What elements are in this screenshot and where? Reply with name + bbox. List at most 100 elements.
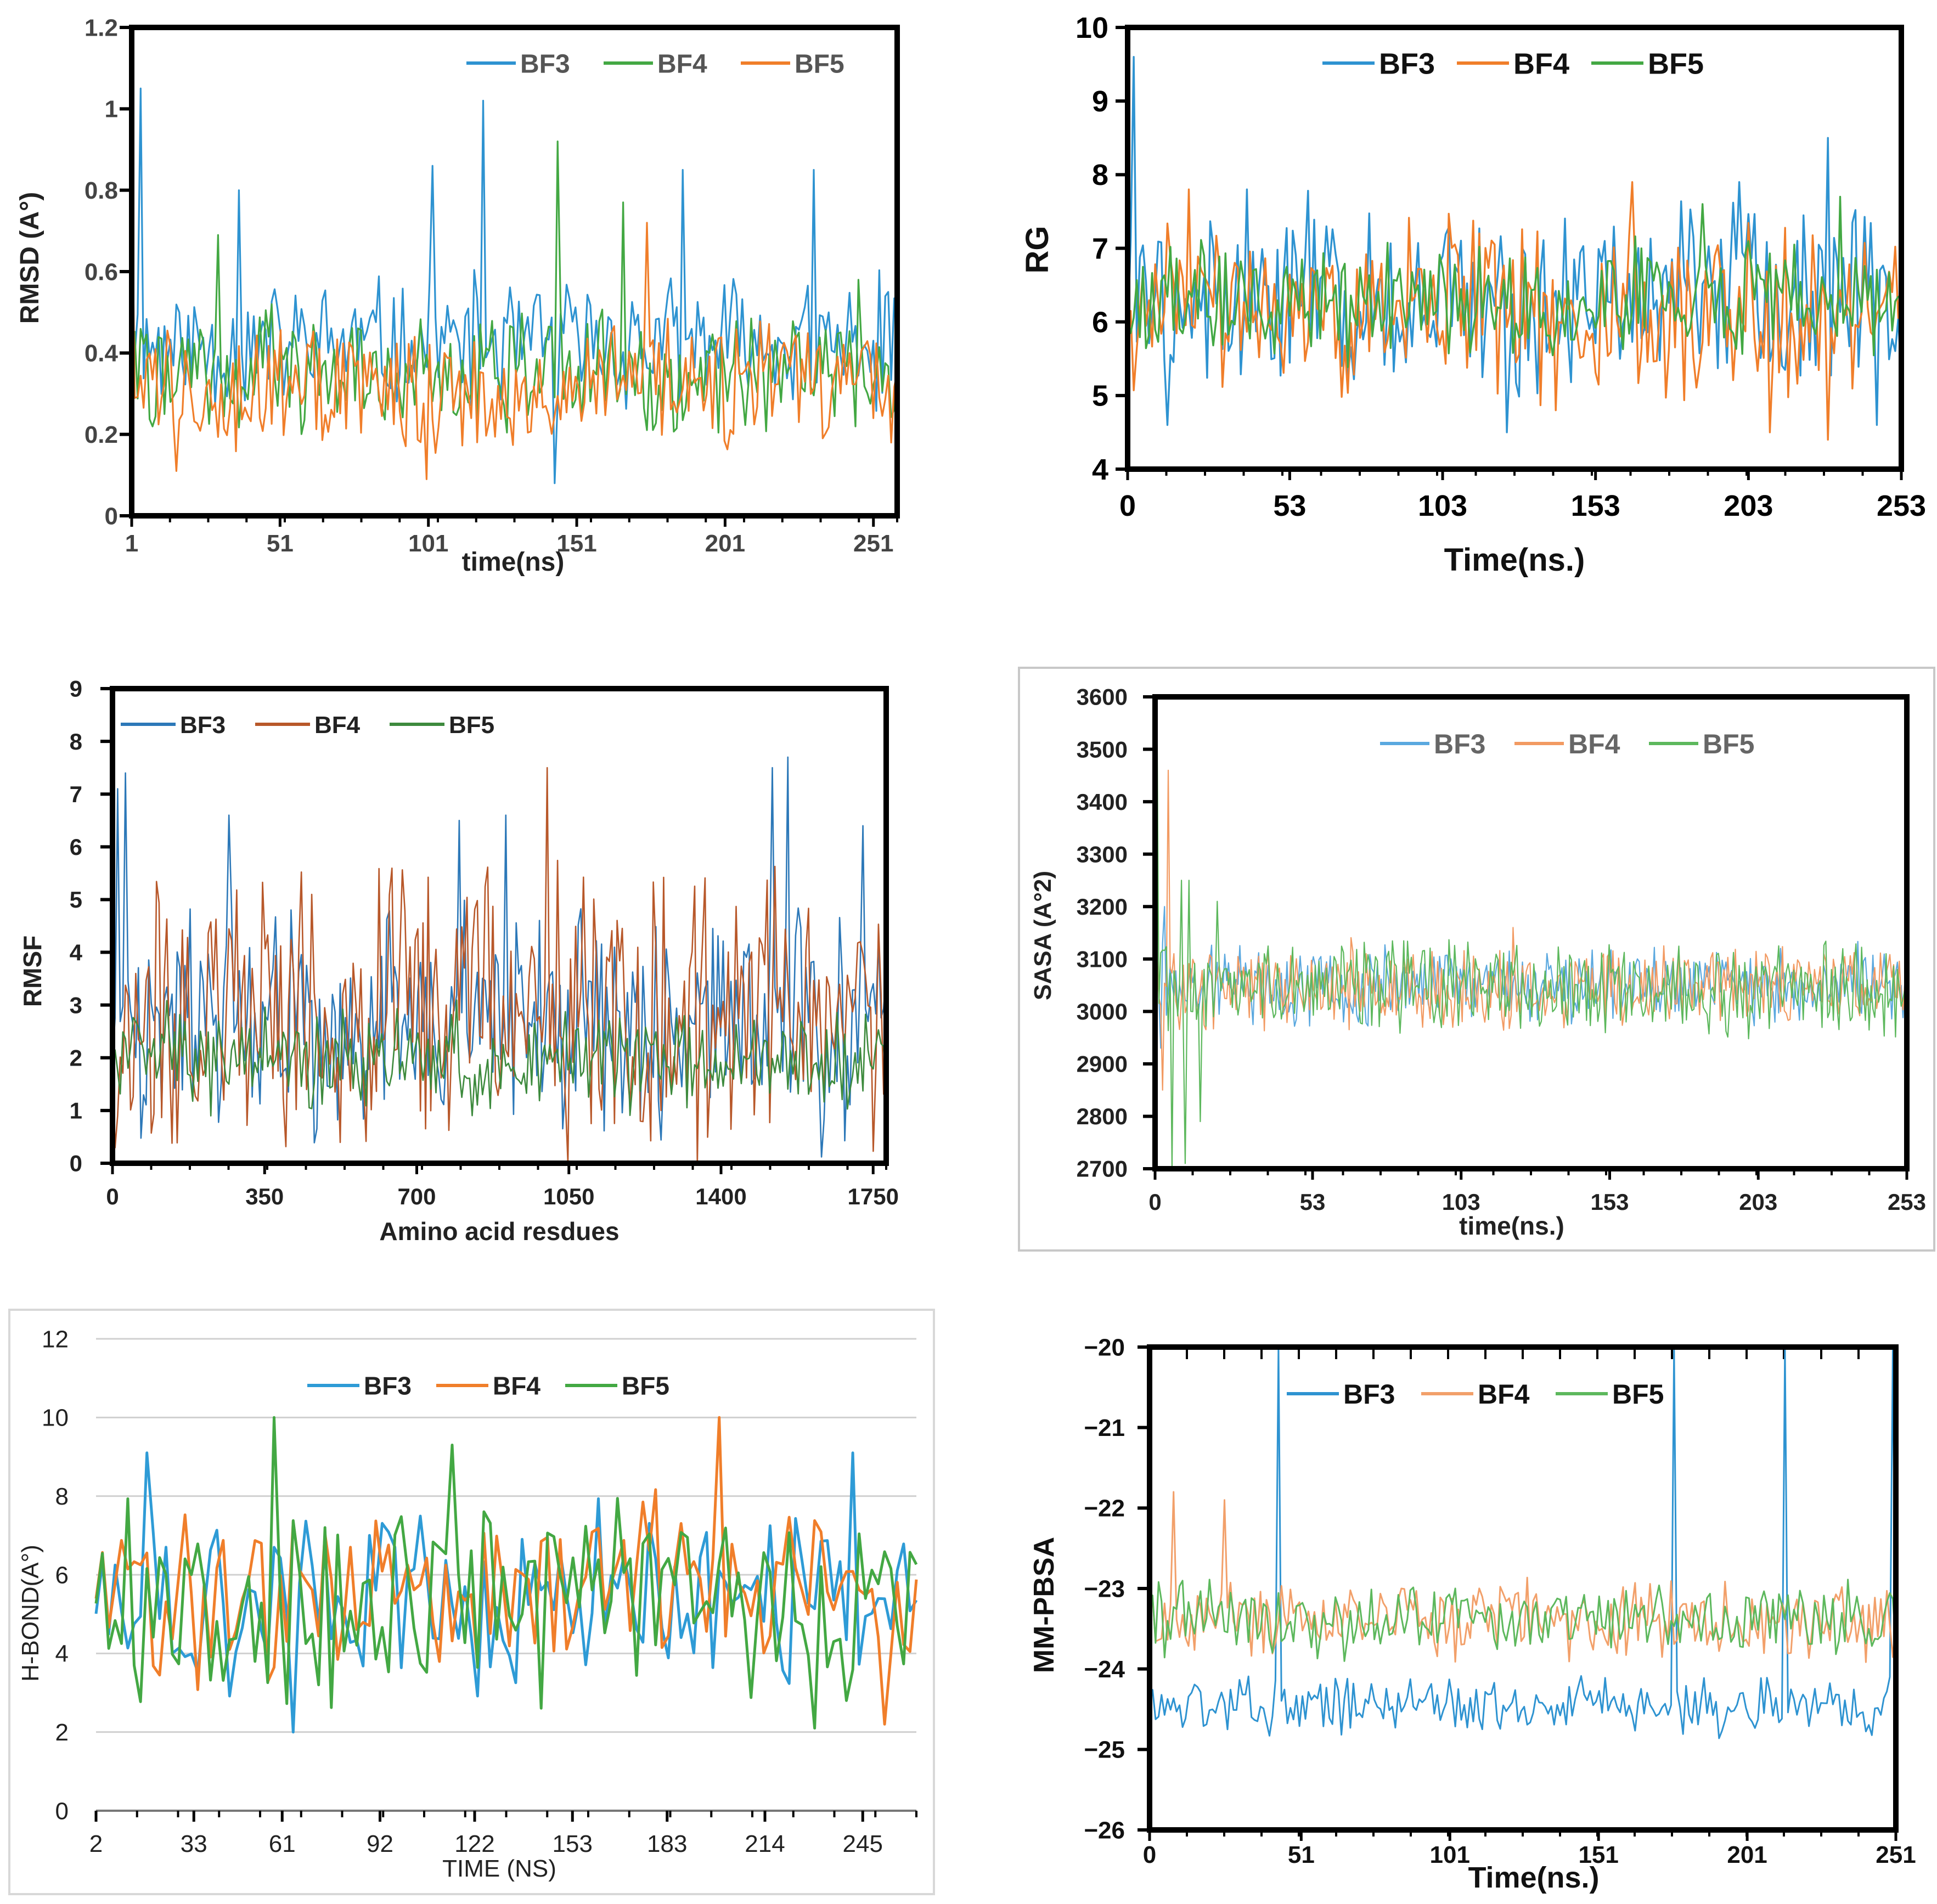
y-ticks: 2700 2800 2900 3000 3100 3200 3300 3400 3500 3600 (1077, 684, 1155, 1182)
x-tick-label: 201 (705, 530, 745, 557)
xlabel-text: time(ns.) (1459, 1212, 1564, 1240)
y-axis-label: RG (1020, 226, 1055, 274)
x-tick-label: 51 (1288, 1841, 1315, 1868)
legend-label: BF4 (493, 1372, 540, 1400)
y-tick-label: 8 (70, 729, 82, 754)
y-tick-label: 9 (1092, 85, 1108, 118)
series-line-bf5 (1154, 696, 1908, 1170)
y-tick-label: 0.8 (85, 177, 118, 204)
series-line-bf5 (111, 999, 887, 1117)
legend-label: BF5 (622, 1372, 669, 1400)
x-tick-label: 0 (1143, 1841, 1156, 1868)
y-tick-label: 6 (1092, 306, 1108, 339)
x-ticks: 0 53 103 153 203 253 (1148, 1169, 1926, 1215)
y-tick-label: 3 (70, 992, 82, 1018)
legend-label: BF5 (1612, 1379, 1664, 1410)
series-line-bf5 (94, 1416, 918, 1730)
x-tick-label: 183 (647, 1830, 687, 1857)
x-tick-label: 214 (745, 1830, 785, 1857)
x-tick-label: 1400 (695, 1184, 746, 1209)
xlabel-text: Time(ns.) (1444, 542, 1585, 578)
y-tick-label: 10 (42, 1405, 69, 1432)
legend-label: BF4 (1478, 1379, 1530, 1410)
series-line-bf4 (111, 767, 887, 1164)
y-tick-label: 2700 (1077, 1156, 1128, 1182)
legend: BF3 BF4 BF5 (1322, 47, 1704, 80)
y-tick-label: 1 (105, 96, 118, 123)
x-tick-label: 51 (267, 530, 294, 557)
y-tick-label: 8 (55, 1483, 69, 1510)
legend: BF3 BF4 BF5 (121, 712, 494, 739)
y-ticks: 4 5 6 7 8 9 10 (1076, 12, 1128, 486)
series-line-bf5 (1127, 195, 1902, 368)
x-tick-label: 203 (1724, 489, 1773, 522)
xlabel-text: Time(ns.) (1468, 1861, 1599, 1894)
legend: BF3 BF4 BF5 (466, 49, 844, 78)
x-ticks: 0 350 700 1050 1400 1750 (106, 1163, 899, 1209)
xlabel-text: time(ns) (462, 548, 565, 577)
y-tick-label: 10 (1076, 12, 1108, 44)
x-tick-label: 61 (269, 1830, 296, 1857)
y-tick-label: 4 (55, 1641, 69, 1668)
plot-frame (1147, 1344, 1899, 1833)
x-tick-label: 103 (1442, 1189, 1480, 1215)
ylabel-text: RMSD (A°) (15, 192, 44, 324)
y-tick-label: −22 (1084, 1495, 1125, 1522)
legend-label: BF4 (1513, 47, 1569, 80)
y-ticks: 0 0.2 0.4 0.6 0.8 1 1.2 (85, 14, 132, 529)
x-tick-label: 153 (1571, 489, 1620, 522)
x-tick-label: 92 (367, 1830, 393, 1857)
y-tick-label: −25 (1084, 1737, 1125, 1764)
mmpbsa-chart: MM-PBSA −26 −25 −24 −23 −22 −21 −20 0 51 101 151 2… (1028, 1334, 1916, 1894)
series-line-bf4 (1154, 769, 1908, 1091)
legend: BF3 BF4 BF5 (1380, 729, 1754, 759)
legend-label: BF5 (1648, 47, 1704, 80)
y-tick-label: −26 (1084, 1817, 1125, 1844)
x-tick-label: 253 (1877, 489, 1926, 522)
y-tick-label: 2800 (1077, 1103, 1128, 1129)
y-tick-label: 0.6 (85, 258, 118, 285)
y-axis-label: SASA (A°2) (1029, 871, 1056, 1000)
x-tick-label: 0 (106, 1184, 119, 1209)
y-ticks: 0 1 2 3 4 5 6 7 8 9 (70, 676, 112, 1176)
plot-frame (110, 686, 889, 1166)
y-tick-label: 0 (105, 503, 118, 529)
legend-label: BF3 (520, 49, 570, 78)
y-tick-label: 6 (55, 1562, 69, 1588)
legend-label: BF5 (1703, 729, 1754, 759)
y-tick-label: 3600 (1077, 684, 1128, 710)
x-tick-label: 201 (1727, 1841, 1767, 1868)
legend-label: BF5 (795, 49, 844, 78)
legend-label: BF4 (657, 49, 707, 78)
series-line-bf5 (131, 141, 898, 480)
x-tick-label: 122 (454, 1830, 494, 1857)
y-tick-label: −24 (1084, 1656, 1125, 1683)
x-tick-label: 350 (245, 1184, 284, 1209)
x-tick-label: 700 (397, 1184, 436, 1209)
ylabel-text: RG (1020, 226, 1055, 274)
legend-label: BF3 (364, 1372, 412, 1400)
ylabel-text: MM-PBSA (1028, 1537, 1060, 1673)
x-tick-label: 253 (1888, 1189, 1926, 1215)
series-lines (94, 1416, 918, 1734)
y-tick-label: 3300 (1077, 841, 1128, 867)
series-line-bf5 (1148, 1579, 1897, 1662)
xlabel-text: Amino acid resdues (379, 1217, 619, 1246)
y-axis-label: H-BOND(A°) (17, 1545, 44, 1682)
x-tick-label: 151 (1578, 1841, 1618, 1868)
rg-chart: RG 4 5 6 7 8 9 10 0 53 103 153 203 253 BF3 BF4 BF5 Ti… (1020, 12, 1926, 578)
y-tick-label: −23 (1084, 1575, 1125, 1602)
x-tick-label: 53 (1300, 1189, 1326, 1215)
x-tick-label: 101 (408, 530, 448, 557)
y-tick-label: 7 (1092, 232, 1108, 265)
y-tick-label: 3000 (1077, 999, 1128, 1024)
series-lines (111, 756, 887, 1164)
y-tick-label: 6 (70, 834, 82, 860)
y-tick-label: 4 (70, 939, 83, 965)
plot-frame (129, 25, 900, 519)
series-line-bf4 (1127, 181, 1902, 441)
legend-label: BF4 (1568, 729, 1620, 759)
legend: BF3 BF4 BF5 (307, 1372, 669, 1400)
